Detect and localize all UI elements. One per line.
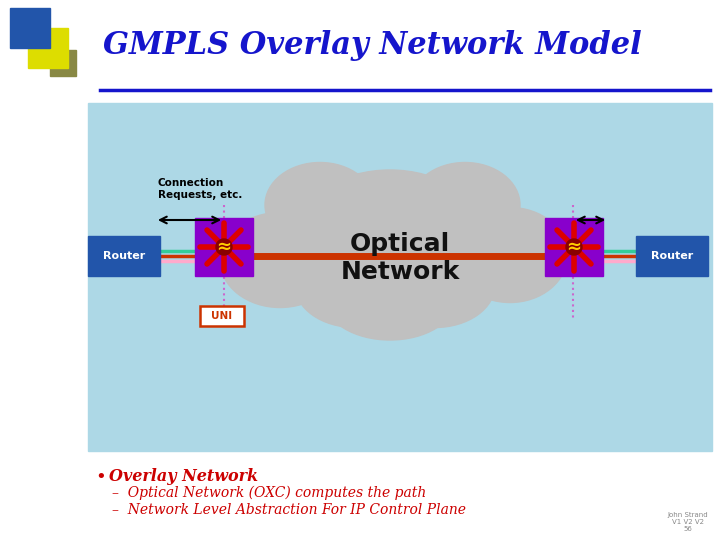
Bar (195, 218, 253, 276)
Text: Router: Router (103, 251, 145, 261)
Ellipse shape (300, 170, 480, 290)
Bar (88, 236, 160, 276)
Bar (10, 8, 50, 48)
Ellipse shape (375, 242, 495, 327)
Bar (545, 218, 603, 276)
Text: –  Network Level Abstraction For IP Control Plane: – Network Level Abstraction For IP Contr… (112, 503, 466, 517)
Circle shape (216, 239, 232, 255)
Bar (636, 236, 708, 276)
Bar (50, 50, 76, 76)
Text: Optical
Network: Optical Network (341, 232, 459, 284)
Text: Router: Router (651, 251, 693, 261)
Text: •: • (95, 468, 106, 486)
Ellipse shape (295, 242, 415, 327)
Text: UNI: UNI (212, 311, 233, 321)
Ellipse shape (325, 260, 455, 340)
Ellipse shape (220, 213, 340, 307)
Ellipse shape (265, 163, 375, 247)
Text: ≈: ≈ (217, 238, 232, 256)
Text: Overlay Network: Overlay Network (109, 468, 258, 485)
Ellipse shape (452, 207, 567, 302)
Bar (28, 28, 68, 68)
Text: Connection
Requests, etc.: Connection Requests, etc. (158, 178, 243, 200)
Text: ≈: ≈ (567, 238, 582, 256)
Ellipse shape (410, 163, 520, 247)
Bar (200, 306, 244, 326)
Text: GMPLS Overlay Network Model: GMPLS Overlay Network Model (103, 30, 642, 61)
Circle shape (566, 239, 582, 255)
Bar (88, 103, 712, 451)
Text: John Strand
V1 V2 V2
56: John Strand V1 V2 V2 56 (667, 512, 708, 532)
Text: –  Optical Network (OXC) computes the path: – Optical Network (OXC) computes the pat… (112, 486, 426, 501)
